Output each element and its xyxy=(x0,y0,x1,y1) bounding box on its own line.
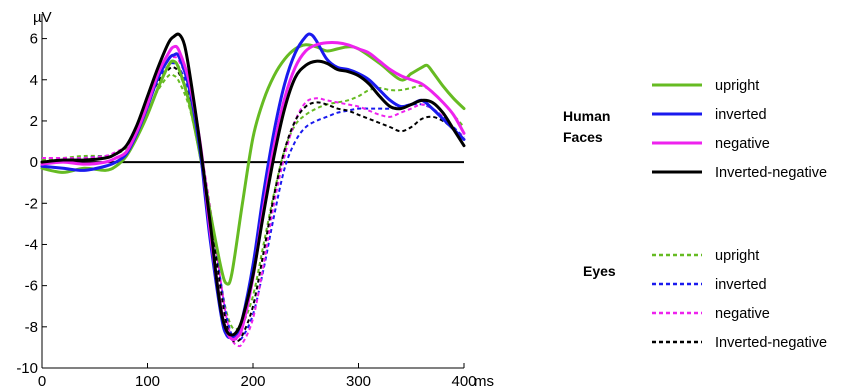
y-tick-label: -6 xyxy=(25,278,38,295)
legend-label-eyes-upright: upright xyxy=(715,248,759,264)
x-tick-label: 100 xyxy=(135,373,160,390)
y-tick-label: 0 xyxy=(30,154,38,171)
y-tick-label: 4 xyxy=(30,72,38,89)
y-tick-label: -8 xyxy=(25,319,38,336)
series-line-human-faces-upright xyxy=(40,43,466,286)
y-tick-label: -2 xyxy=(25,195,38,212)
legend-label-eyes-inverted: inverted xyxy=(715,277,767,293)
axes: µV ms xyxy=(33,9,494,390)
series-line-human-faces-inverted-negative xyxy=(40,32,466,337)
x-tick-label: 400 xyxy=(451,373,476,390)
legend-label-human-faces-negative: negative xyxy=(715,136,770,152)
series-layer xyxy=(40,32,466,348)
y-tick-label: 6 xyxy=(30,31,38,48)
legend-label-eyes-negative: negative xyxy=(715,306,770,322)
series-line-eyes-upright xyxy=(41,73,465,331)
y-axis-unit-label: µV xyxy=(33,9,52,26)
y-tick-label: -10 xyxy=(16,360,38,377)
legend-label-human-faces-upright: upright xyxy=(715,78,759,94)
y-tick-label: 2 xyxy=(30,113,38,130)
y-tick-label: -4 xyxy=(25,236,38,253)
x-tick-label: 200 xyxy=(240,373,265,390)
x-tick-label: 300 xyxy=(346,373,371,390)
legend-label-human-faces-inverted-negative: Inverted-negative xyxy=(715,165,827,181)
series-line-human-faces-negative xyxy=(40,40,466,342)
legend-group-label-human-faces: Human xyxy=(563,108,610,124)
legend-label-human-faces-inverted: inverted xyxy=(715,107,767,123)
x-tick-label: 0 xyxy=(38,373,46,390)
legend-group-label-human-faces: Faces xyxy=(563,129,603,145)
legend-group-label-eyes: Eyes xyxy=(583,263,616,279)
legend-label-eyes-inverted-negative: Inverted-negative xyxy=(715,335,827,351)
x-axis-unit-label: ms xyxy=(474,373,494,390)
legend: Human Faces upright inverted negative Inverte… xyxy=(563,78,827,351)
